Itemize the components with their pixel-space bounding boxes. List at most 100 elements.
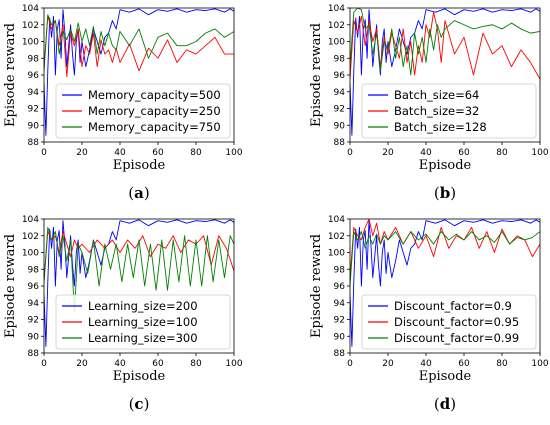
x-tick-label: 60 [458,148,470,158]
series-line-2 [350,11,540,80]
y-axis-title: Episode reward [3,23,18,127]
x-tick-label: 80 [496,148,508,158]
y-tick-label: 102 [22,21,39,31]
series-line-2 [350,219,540,278]
x-tick-label: 40 [114,359,126,369]
y-tick-label: 96 [28,71,40,81]
y-tick-label: 96 [28,282,40,292]
x-tick-label: 60 [152,148,164,158]
legend-label-3: Batch_size=128 [394,120,487,134]
x-tick-label: 20 [382,359,394,369]
y-axis-title: Episode reward [309,23,324,127]
x-tick-label: 100 [225,359,242,369]
series-line-3 [350,8,540,76]
legend-label-2: Discount_factor=0.95 [394,315,519,329]
chart-panel-a: 88 90 92 94 96 98 100 102 104 0 20 40 60 80 100 Episode… [3,4,243,202]
series-line-1 [350,219,540,347]
y-tick-label: 92 [334,105,345,115]
legend-label-1: Learning_size=200 [88,299,198,313]
y-tick-label: 94 [334,88,346,98]
y-tick-label: 92 [28,105,39,115]
y-tick-label: 94 [334,299,346,309]
x-tick-label: 80 [496,359,508,369]
x-tick-label: 40 [114,148,126,158]
y-tick-label: 92 [28,316,39,326]
y-tick-label: 98 [28,265,40,275]
x-axis-title: Episode [419,158,472,173]
y-tick-label: 90 [334,332,346,342]
x-tick-label: 20 [76,359,88,369]
legend-box [55,83,231,139]
x-tick-label: 60 [458,359,470,369]
series-line-3 [44,14,234,71]
x-tick-label: 0 [41,359,47,369]
y-tick-label: 98 [334,54,346,64]
y-tick-label: 94 [28,88,40,98]
x-tick-label: 100 [531,148,548,158]
legend-label-2: Learning_size=100 [88,315,198,329]
y-tick-label: 104 [328,215,345,225]
y-tick-label: 94 [28,299,40,309]
x-tick-label: 80 [190,148,202,158]
x-tick-label: 80 [190,359,202,369]
y-tick-label: 90 [28,121,40,131]
y-tick-label: 102 [328,21,345,31]
x-tick-label: 20 [76,148,88,158]
y-tick-label: 100 [22,38,39,48]
legend-label-1: Memory_capacity=500 [88,88,221,102]
y-tick-label: 90 [334,121,346,131]
y-tick-label: 88 [28,138,40,148]
y-tick-label: 88 [28,349,40,359]
legend-label-2: Batch_size=32 [394,104,479,118]
legend-label-3: Memory_capacity=750 [88,120,221,134]
legend-box [361,83,537,139]
y-tick-label: 104 [328,4,345,14]
x-tick-label: 100 [225,148,242,158]
y-tick-label: 98 [334,265,346,275]
legend-label-3: Discount_factor=0.99 [394,331,519,345]
chart-panel-d: 88 90 92 94 96 98 100 102 104 0 20 40 60 80 100 Episode… [309,215,549,413]
chart-panel-b: 88 90 92 94 96 98 100 102 104 0 20 40 60 80 100 Episode… [309,4,549,202]
series-line-3 [350,231,540,287]
y-tick-label: 100 [328,38,345,48]
y-tick-label: 104 [22,215,39,225]
x-tick-label: 40 [420,148,432,158]
series-line-2 [44,231,234,282]
y-tick-label: 90 [28,332,40,342]
x-tick-label: 0 [347,148,353,158]
x-tick-label: 0 [347,359,353,369]
y-tick-label: 92 [334,316,345,326]
series-line-1 [44,8,234,136]
legend-label-1: Discount_factor=0.9 [394,299,512,313]
y-tick-label: 104 [22,4,39,14]
y-tick-label: 88 [334,138,346,148]
x-tick-label: 100 [531,359,548,369]
y-tick-label: 102 [328,232,345,242]
panel-label: (b) [434,184,456,202]
y-tick-label: 88 [334,349,346,359]
chart-panel-c: 88 90 92 94 96 98 100 102 104 0 20 40 60 80 100 Episode… [3,215,243,413]
panel-label: (c) [129,395,150,413]
series-line-3 [44,226,234,312]
x-axis-title: Episode [113,158,166,173]
x-tick-label: 0 [41,148,47,158]
y-tick-label: 96 [334,282,346,292]
x-axis-title: Episode [419,369,472,384]
series-line-1 [350,8,540,136]
y-tick-label: 100 [22,249,39,259]
y-tick-label: 100 [328,249,345,259]
legend-label-3: Learning_size=300 [88,331,198,345]
legend-label-2: Memory_capacity=250 [88,104,221,118]
x-tick-label: 40 [420,359,432,369]
legend-box [361,294,537,350]
y-tick-label: 96 [334,71,346,81]
series-line-1 [44,219,234,347]
legend-box [55,294,231,350]
y-axis-title: Episode reward [309,234,324,338]
y-axis-title: Episode reward [3,234,18,338]
y-tick-label: 98 [28,54,40,64]
panel-label: (a) [128,184,149,202]
x-axis-title: Episode [113,369,166,384]
legend-label-1: Batch_size=64 [394,88,479,102]
